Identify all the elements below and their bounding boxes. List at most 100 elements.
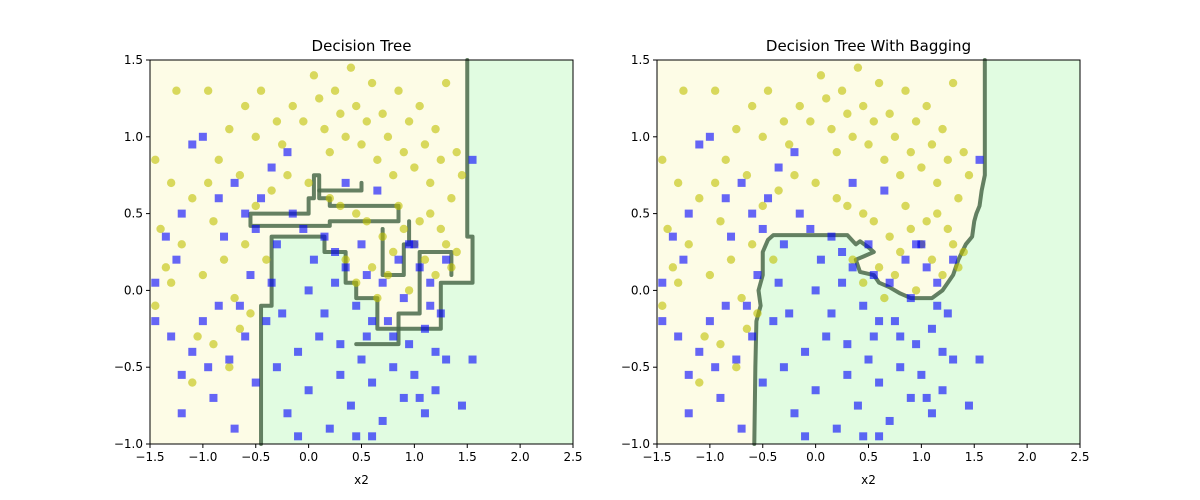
point-class-a (816, 71, 826, 80)
point-class-b (225, 355, 234, 364)
x-tick-label: 0.0 (299, 450, 318, 464)
point-class-b (922, 393, 931, 402)
point-class-a (415, 217, 424, 226)
point-class-a (859, 278, 868, 287)
point-class-b (336, 370, 345, 379)
point-class-b (272, 363, 281, 372)
point-class-a (874, 78, 884, 88)
point-class-a (346, 63, 356, 72)
point-class-a (336, 201, 345, 211)
point-class-b (188, 347, 197, 356)
point-class-a (922, 217, 931, 226)
point-class-a (373, 293, 382, 303)
x-axis: −1.5 −1.0 −0.5 0.0 0.5 1.0 1.5 2.0 2.5 (135, 444, 583, 464)
point-class-b (251, 224, 260, 233)
point-class-b (214, 301, 223, 310)
point-class-a (209, 217, 218, 226)
point-class-a (325, 194, 334, 203)
point-class-b (927, 409, 936, 418)
point-class-a (747, 240, 757, 249)
point-class-a (357, 140, 366, 149)
point-class-a (277, 140, 287, 149)
point-class-a (389, 171, 398, 180)
point-class-b (748, 209, 757, 218)
point-class-b (880, 186, 889, 195)
point-class-b (885, 278, 894, 287)
point-class-b (368, 317, 377, 326)
y-tick-label: 1.5 (631, 53, 650, 67)
point-class-a (896, 247, 905, 257)
point-class-b (288, 209, 297, 218)
point-class-a (309, 71, 319, 80)
x-tick-label: 1.5 (458, 450, 477, 464)
point-class-b (267, 278, 276, 287)
point-class-b (938, 386, 947, 395)
point-class-a (431, 124, 440, 134)
point-class-b (695, 140, 704, 149)
point-class-a (235, 171, 245, 180)
point-class-a (964, 171, 974, 180)
point-class-b (304, 286, 313, 295)
point-class-b (684, 370, 693, 379)
point-class-a (394, 201, 403, 211)
point-class-b (188, 140, 197, 149)
point-class-a (431, 270, 440, 280)
y-tick-label: −0.5 (621, 360, 650, 374)
point-class-b (442, 255, 451, 264)
point-class-a (166, 178, 176, 188)
point-class-a (399, 224, 408, 234)
point-class-a (367, 78, 377, 88)
point-class-a (267, 186, 276, 195)
point-class-b (357, 240, 366, 249)
point-class-b (848, 263, 857, 272)
point-class-b (177, 370, 186, 379)
point-class-a (352, 209, 361, 218)
point-class-b (869, 271, 878, 280)
boundary-line-3 (317, 180, 364, 193)
point-class-b (320, 309, 329, 318)
point-class-b (241, 209, 250, 218)
x-tick-label: 2.0 (1018, 450, 1037, 464)
point-class-b (758, 378, 767, 387)
point-class-b (167, 332, 176, 341)
point-class-a (859, 101, 868, 111)
point-class-a (933, 178, 942, 188)
point-class-a (959, 147, 968, 157)
point-class-a (896, 171, 905, 180)
point-class-b (431, 347, 440, 356)
point-class-b (410, 370, 419, 379)
point-class-b (468, 155, 477, 164)
point-class-a (188, 194, 197, 203)
point-class-b (975, 355, 984, 364)
point-class-a (732, 124, 741, 134)
point-class-b (389, 332, 398, 341)
point-class-a (954, 194, 963, 203)
point-class-a (352, 278, 361, 287)
y-tick-label: −1.0 (114, 437, 143, 451)
point-class-a (441, 240, 451, 249)
point-class-a (188, 378, 197, 387)
point-class-a (658, 155, 667, 165)
point-class-b (912, 240, 921, 249)
point-class-a (452, 247, 461, 257)
point-class-b (658, 317, 667, 326)
point-class-b (912, 340, 921, 349)
point-class-b (346, 401, 355, 410)
point-class-a (784, 140, 794, 149)
point-class-b (917, 240, 926, 249)
point-class-a (753, 309, 762, 318)
point-class-b (906, 393, 915, 402)
point-class-a (880, 293, 889, 303)
point-class-a (827, 124, 836, 134)
point-class-b (674, 332, 683, 341)
point-class-b (241, 332, 250, 341)
point-class-b (220, 232, 229, 241)
point-class-a (246, 309, 255, 318)
point-class-a (436, 155, 446, 165)
point-class-a (695, 194, 704, 203)
x-axis-label: x2 (354, 473, 369, 487)
point-class-b (679, 255, 688, 264)
point-class-a (954, 263, 963, 272)
point-class-a (695, 378, 704, 387)
